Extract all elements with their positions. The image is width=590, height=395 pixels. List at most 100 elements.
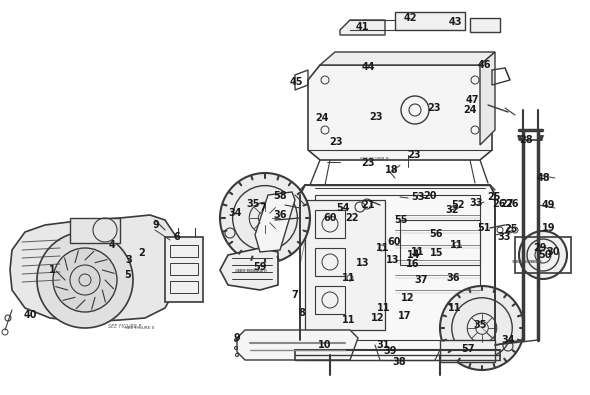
Text: 47: 47 [466, 95, 478, 105]
Text: 9: 9 [234, 333, 240, 343]
Bar [315, 210, 345, 238]
Text: SEE FIGURE B: SEE FIGURE B [235, 269, 263, 273]
Text: 54: 54 [336, 203, 350, 213]
Text: 35: 35 [246, 199, 260, 209]
Text: 48: 48 [536, 173, 550, 183]
Circle shape [440, 286, 524, 370]
Text: 19: 19 [542, 223, 556, 233]
Text: 45: 45 [289, 77, 303, 87]
Circle shape [53, 248, 117, 312]
Circle shape [519, 231, 567, 279]
Text: 24: 24 [463, 105, 477, 115]
Text: 60: 60 [387, 237, 401, 247]
Text: 60: 60 [323, 213, 337, 223]
Text: 4: 4 [109, 240, 116, 250]
Text: 22: 22 [345, 213, 359, 223]
Text: 23: 23 [369, 112, 383, 122]
Bar [305, 200, 385, 330]
Text: 8: 8 [299, 308, 306, 318]
Text: 52: 52 [451, 200, 465, 210]
Text: 57: 57 [461, 344, 475, 354]
Text: SEE FIG/NB B: SEE FIG/NB B [359, 157, 388, 161]
Text: 11: 11 [342, 315, 356, 325]
Text: SEE FIGURE E: SEE FIGURE E [108, 325, 142, 329]
Circle shape [37, 232, 133, 328]
Text: 11: 11 [376, 243, 390, 253]
Bar [70, 218, 120, 243]
Text: 31: 31 [376, 340, 390, 350]
Text: 2: 2 [139, 248, 145, 258]
Bar [515, 237, 571, 273]
Text: 27: 27 [500, 199, 514, 209]
Bar [315, 195, 480, 340]
Text: 23: 23 [407, 150, 421, 160]
Text: 15: 15 [430, 248, 444, 258]
Text: 44: 44 [361, 62, 375, 72]
Text: 29: 29 [533, 243, 547, 253]
Text: SEE FIGURE B: SEE FIGURE B [237, 269, 267, 273]
Text: 11: 11 [377, 303, 391, 313]
Text: 20: 20 [423, 191, 437, 201]
Text: SEE FIGURE E: SEE FIGURE E [125, 326, 155, 330]
Text: 32: 32 [445, 205, 459, 215]
Text: 10: 10 [318, 340, 332, 350]
Text: 55: 55 [394, 215, 408, 225]
Text: 17: 17 [398, 311, 412, 321]
Polygon shape [308, 65, 492, 160]
Polygon shape [220, 248, 278, 290]
Text: 23: 23 [361, 158, 375, 168]
Text: 56: 56 [430, 229, 442, 239]
Text: 12: 12 [371, 313, 385, 323]
Bar [440, 340, 495, 362]
Polygon shape [300, 185, 495, 350]
Polygon shape [480, 52, 495, 145]
Text: 25: 25 [504, 224, 518, 234]
Text: 23: 23 [329, 137, 343, 147]
Text: 11: 11 [450, 240, 464, 250]
Text: 58: 58 [273, 191, 287, 201]
Text: 33: 33 [469, 198, 483, 208]
Text: 59: 59 [253, 262, 267, 272]
Text: 24: 24 [315, 113, 329, 123]
Polygon shape [340, 20, 385, 35]
Text: 36: 36 [446, 273, 460, 283]
Text: 11: 11 [411, 247, 425, 257]
Text: 3: 3 [126, 255, 132, 265]
Text: 26: 26 [505, 199, 519, 209]
Text: 46: 46 [477, 60, 491, 70]
Text: 7: 7 [291, 290, 299, 300]
Text: 35: 35 [473, 320, 487, 330]
Text: 18: 18 [385, 165, 399, 175]
Text: 12: 12 [401, 293, 415, 303]
Text: 39: 39 [384, 346, 396, 356]
Text: 6: 6 [173, 232, 181, 242]
Text: 16: 16 [407, 259, 419, 269]
Text: 41: 41 [355, 22, 369, 32]
Bar [315, 248, 345, 276]
Bar [315, 286, 345, 314]
Polygon shape [320, 52, 495, 65]
Text: 33: 33 [497, 232, 511, 242]
Bar [170, 281, 198, 293]
Text: 36: 36 [273, 210, 287, 220]
Polygon shape [255, 192, 295, 252]
Text: 42: 42 [403, 13, 417, 23]
Circle shape [220, 173, 310, 263]
Text: 7: 7 [260, 203, 266, 213]
Text: 30: 30 [546, 247, 560, 257]
Text: 34: 34 [228, 208, 242, 218]
Polygon shape [395, 12, 465, 30]
Text: 43: 43 [448, 17, 462, 27]
Polygon shape [237, 330, 358, 360]
Text: 49: 49 [541, 200, 555, 210]
Text: 11: 11 [448, 303, 462, 313]
Bar [170, 245, 198, 257]
Text: 13: 13 [356, 258, 370, 268]
Text: 53: 53 [411, 192, 425, 202]
Text: 38: 38 [392, 357, 406, 367]
Text: 26: 26 [492, 199, 506, 209]
Text: 1: 1 [48, 265, 55, 275]
Text: 9: 9 [153, 220, 159, 230]
Text: 37: 37 [414, 275, 428, 285]
Text: 34: 34 [502, 335, 514, 345]
